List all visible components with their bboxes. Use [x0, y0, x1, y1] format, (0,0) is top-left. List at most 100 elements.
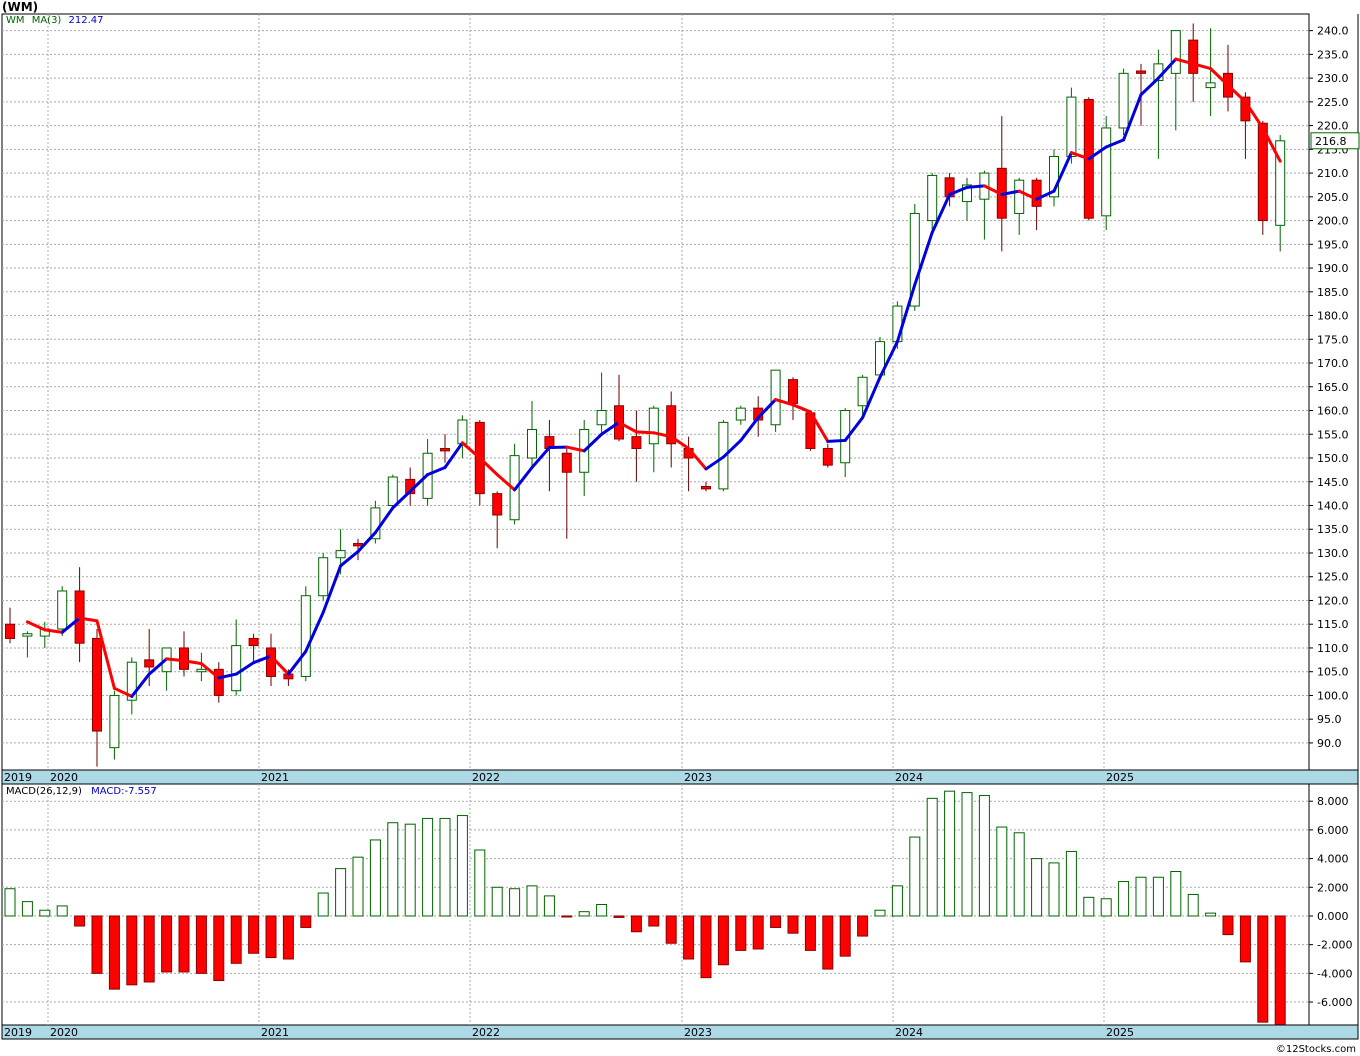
macd-bar-negative	[161, 915, 173, 973]
macd-bar-negative	[630, 915, 642, 933]
last-price-label: 216.8	[1315, 135, 1347, 148]
macd-y-tick-label: 6.000	[1317, 824, 1349, 837]
candle-body	[927, 174, 938, 222]
ma-line-segment	[1174, 57, 1195, 66]
ma-line-segment	[878, 340, 899, 379]
macd-bar-positive	[874, 909, 886, 917]
macd-bar-positive	[439, 817, 451, 917]
candle-up	[109, 690, 120, 760]
ma-line-segment	[408, 473, 430, 493]
ma-line-segment	[791, 403, 812, 414]
macd-bar-positive	[387, 822, 399, 917]
macd-bar-negative	[561, 915, 573, 918]
price-y-tick-label: 100.0	[1317, 689, 1349, 702]
ma-line-segment	[895, 283, 917, 344]
macd-bar-positive	[596, 904, 608, 917]
macd-bar-positive	[352, 856, 364, 917]
ma-line-segment	[808, 410, 830, 443]
candle-body	[857, 376, 868, 407]
macd-bar-negative	[1239, 915, 1251, 963]
ma-line-segment	[252, 654, 273, 665]
ma-line-segment	[112, 686, 134, 698]
ma-line-segment	[286, 649, 308, 676]
macd-bar-negative	[717, 915, 729, 966]
candle-up	[1205, 28, 1216, 117]
candle-up	[927, 173, 938, 231]
macd-bar-positive	[1031, 858, 1043, 917]
ma-line-segment	[1156, 57, 1178, 80]
price-y-tick-label: 190.0	[1317, 262, 1349, 275]
macd-bar-positive	[944, 790, 956, 917]
macd-bar-negative	[300, 915, 312, 928]
macd-y-tick-label: 0.000	[1317, 910, 1349, 923]
macd-legend-value: MACD:-7.557	[91, 786, 157, 797]
macd-y-tick-label: -6.000	[1317, 996, 1352, 1009]
candle-down	[213, 662, 224, 703]
macd-legend: MACD(26,12,9) MACD:-7.557	[6, 786, 157, 797]
candle-up	[962, 177, 972, 221]
ma-line-segment	[147, 657, 169, 676]
candle-body	[248, 637, 259, 647]
price-y-tick-label: 95.0	[1317, 713, 1342, 726]
candle-body	[909, 212, 920, 307]
macd-bar-positive	[509, 888, 521, 917]
legend-ma-value: 212.47	[68, 15, 104, 26]
macd-bar-positive	[39, 909, 51, 917]
ma-line-segment	[217, 672, 238, 680]
candle-body	[1188, 39, 1199, 74]
candle-body	[387, 476, 398, 506]
ma-line-segment	[617, 420, 638, 434]
price-y-tick-label: 205.0	[1317, 191, 1349, 204]
macd-bar-positive	[491, 886, 503, 917]
macd-year-label: 2020	[50, 1026, 78, 1039]
candle-body	[492, 493, 503, 516]
macd-bar-negative	[787, 915, 799, 934]
candle-down	[492, 491, 503, 549]
candle-up	[126, 657, 137, 715]
price-y-tick-label: 155.0	[1317, 428, 1349, 441]
price-y-tick-label: 225.0	[1317, 96, 1349, 109]
candle-down	[1257, 120, 1268, 235]
candle-down	[92, 628, 102, 767]
macd-bar-positive	[1205, 912, 1217, 917]
candle-body	[353, 542, 363, 547]
candle-body	[144, 659, 155, 668]
macd-bar-positive	[526, 885, 538, 917]
macd-bar-negative	[648, 915, 660, 927]
ma-line-segment	[739, 416, 760, 442]
ma-line-segment	[1139, 76, 1160, 97]
ma-line-segment	[426, 466, 447, 477]
ma-line-segment	[565, 445, 586, 453]
candle-down	[1031, 177, 1042, 231]
price-y-tick-label: 235.0	[1317, 48, 1349, 61]
candle-up	[387, 474, 398, 511]
candle-up	[57, 586, 68, 637]
candle-body	[1031, 179, 1042, 207]
candle-body	[57, 590, 68, 630]
ma-line-segment	[478, 456, 499, 477]
price-y-tick-label: 115.0	[1317, 618, 1349, 631]
macd-bar-negative	[195, 915, 207, 974]
macd-bar-negative	[700, 915, 712, 979]
macd-bar-positive	[474, 849, 486, 917]
candle-up	[231, 619, 242, 696]
candle-up	[1014, 177, 1025, 235]
macd-year-label: 2024	[895, 1026, 923, 1039]
candle-body	[527, 429, 537, 459]
macd-bar-negative	[857, 915, 869, 937]
ma-line-segment	[443, 441, 464, 470]
price-y-tick-label: 90.0	[1317, 737, 1342, 750]
candle-body	[561, 452, 572, 473]
candle-body	[735, 407, 746, 421]
ma-line-segment	[861, 375, 882, 420]
ma-line-segment	[269, 654, 290, 676]
macd-bar-positive	[961, 792, 973, 917]
ma-line-segment	[1104, 138, 1126, 149]
macd-bar-negative	[108, 915, 120, 990]
macd-bar-positive	[996, 826, 1008, 917]
candle-up	[1066, 87, 1077, 164]
ma-line-segment	[600, 420, 621, 436]
macd-bar-positive	[1065, 850, 1077, 917]
ma-line-segment	[373, 506, 395, 535]
